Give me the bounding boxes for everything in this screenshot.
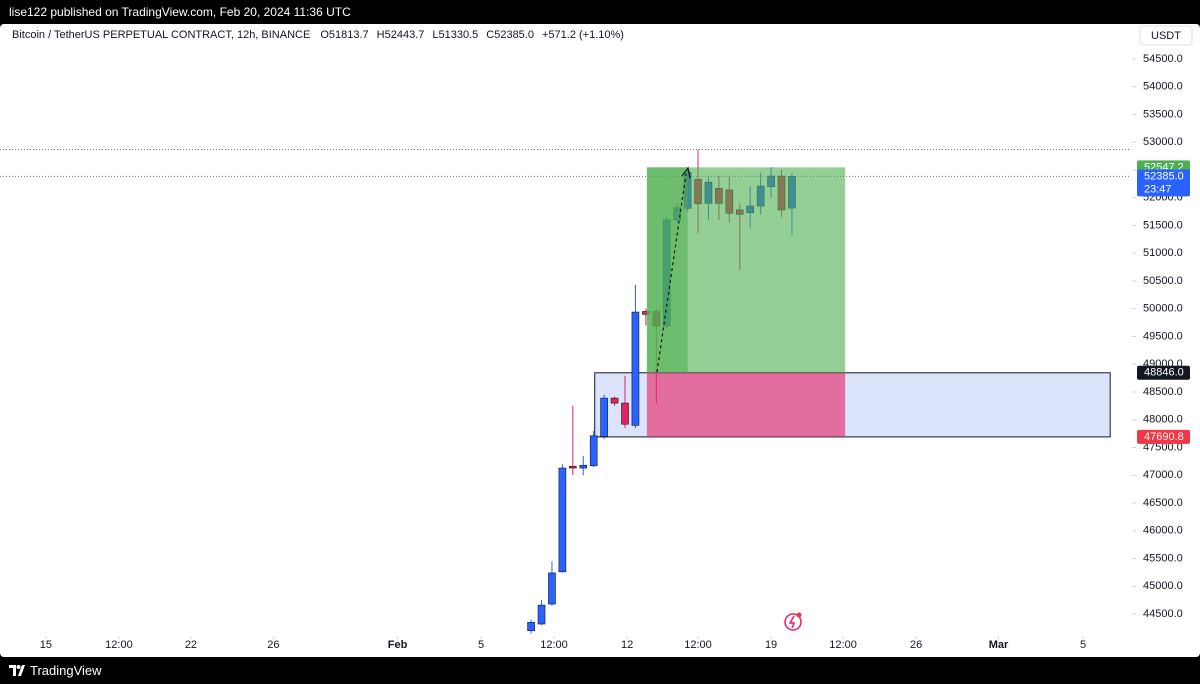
candle-body (589, 435, 598, 467)
x-tick-label: 19 (765, 639, 777, 651)
candle-body (548, 572, 556, 605)
currency: USDT (1151, 30, 1181, 42)
logo (9, 665, 25, 676)
ohlc-value: H52443.7 (377, 29, 425, 41)
ohlc-value: C52385.0 (486, 29, 534, 41)
y-tick-label: 50500.0 (1143, 275, 1183, 287)
x-tick-label: 12:00 (829, 639, 857, 651)
candle-body (558, 467, 567, 573)
price-label-box (1137, 429, 1190, 444)
y-tick-label: 46000.0 (1143, 525, 1183, 537)
y-tick-label: 54000.0 (1143, 81, 1183, 93)
x-tick-label: Mar (989, 639, 1009, 651)
y-tick-label: 51000.0 (1143, 247, 1183, 259)
x-tick-label: 26 (267, 639, 279, 651)
symbol-title: Bitcoin / TetherUS PERPETUAL CONTRACT, 1… (12, 29, 310, 41)
y-tick-label: 48000.0 (1143, 414, 1183, 426)
y-tick-label: 53000.0 (1143, 136, 1183, 148)
candle-body (621, 402, 629, 425)
price-label-box (1137, 365, 1190, 380)
x-tick-label: 5 (478, 639, 484, 651)
currency-box[interactable] (1139, 25, 1193, 46)
price-label: 52385.0 (1144, 170, 1184, 182)
arrow-head (681, 166, 691, 179)
candle-body (537, 604, 546, 625)
x-tick-label: 12:00 (684, 639, 712, 651)
y-tick-label: 47500.0 (1143, 441, 1183, 453)
x-tick-label: 22 (185, 639, 197, 651)
chart: Bitcoin / TetherUS PERPETUAL CONTRACT, 1… (0, 24, 1200, 657)
y-tick-label: 45500.0 (1143, 552, 1183, 564)
change: +571.2 (+1.10%) (542, 29, 624, 41)
loss-zone (646, 372, 846, 437)
y-tick-label: 48500.0 (1143, 386, 1183, 398)
y-tick-label: 50000.0 (1143, 303, 1183, 315)
x-tick-label: 26 (910, 639, 922, 651)
candle-body (527, 622, 535, 631)
x-tick-label: 5 (1080, 639, 1086, 651)
y-tick-label: 46500.0 (1143, 497, 1183, 509)
y-tick-label: 45000.0 (1143, 580, 1183, 592)
publish-info: lise122 published on TradingView.com, Fe… (9, 5, 351, 19)
ohlc-value: L51330.5 (432, 29, 478, 41)
price-countdown: 23:47 (1144, 183, 1172, 195)
y-tick-label: 49500.0 (1143, 330, 1183, 342)
ohlc-value: O51813.7 (320, 29, 368, 41)
price-label-box (1137, 169, 1190, 197)
brand-bar: TradingView (0, 657, 1200, 684)
x-tick-label: 12:00 (540, 639, 568, 651)
y-tick-label: 44500.0 (1143, 608, 1183, 620)
candle-body (600, 397, 608, 437)
candle-body (569, 466, 577, 469)
price-label: 47690.8 (1144, 431, 1184, 443)
y-tick-label: 54500.0 (1143, 53, 1183, 65)
y-tick-label: 53500.0 (1143, 108, 1183, 120)
candle-body (631, 311, 640, 426)
x-tick-label: Feb (388, 639, 408, 651)
brand-name: TradingView (30, 663, 102, 678)
candle-body (579, 464, 588, 469)
y-tick-label: 51500.0 (1143, 219, 1183, 231)
y-tick-label: 47000.0 (1143, 469, 1183, 481)
price-label: 48846.0 (1144, 367, 1184, 379)
x-tick-label: 15 (40, 639, 52, 651)
candle-body (610, 397, 619, 404)
alert-icon (784, 612, 802, 631)
publish-bar: lise122 published on TradingView.com, Fe… (0, 0, 1200, 24)
x-tick-label: 12:00 (105, 639, 133, 651)
chart-background (0, 24, 1200, 657)
x-tick-label: 12 (621, 639, 633, 651)
profit-reached (646, 167, 688, 373)
